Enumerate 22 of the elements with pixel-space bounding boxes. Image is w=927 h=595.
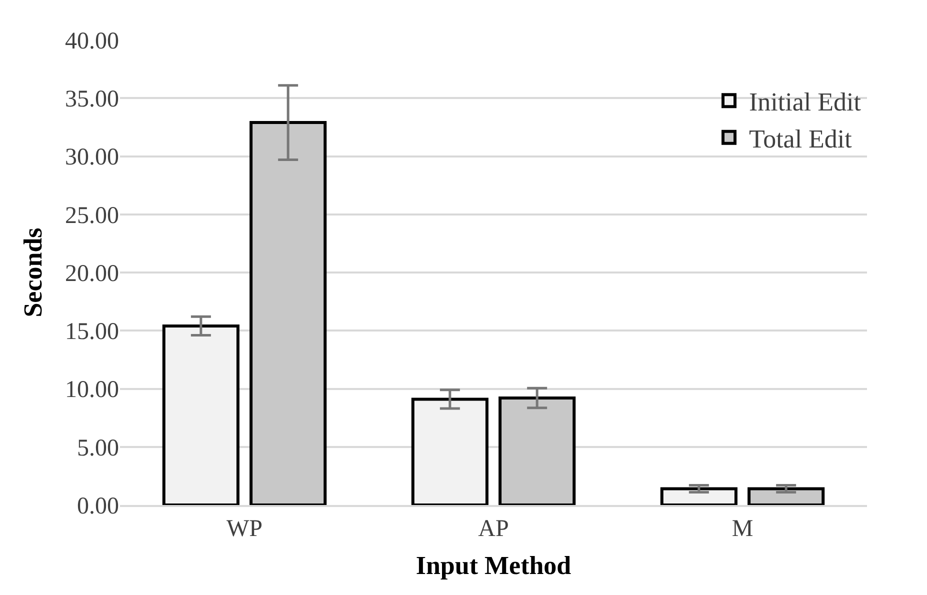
y-tick-label: 25.00 (65, 202, 119, 229)
bar (660, 487, 738, 505)
y-tick-label: 10.00 (65, 377, 119, 404)
y-tick-label: 20.00 (65, 260, 119, 287)
bar (748, 487, 825, 505)
legend-label: Initial Edit (749, 88, 862, 117)
bar (411, 398, 488, 505)
bar (498, 396, 576, 505)
x-axis-title: Input Method (416, 551, 572, 580)
y-tick-label: 0.00 (77, 493, 119, 520)
x-tick-label: WP (226, 516, 262, 542)
bar (250, 121, 327, 505)
x-tick-label: AP (478, 516, 509, 542)
y-tick-label: 30.00 (65, 144, 119, 171)
y-tick-label: 35.00 (65, 86, 119, 113)
y-tick-label: 15.00 (65, 319, 119, 346)
y-axis-title: Seconds (18, 228, 48, 318)
y-tick-label: 5.00 (77, 435, 119, 462)
x-tick-label: M (732, 516, 754, 542)
legend-label: Total Edit (749, 124, 853, 154)
bar (162, 324, 240, 505)
y-tick-label: 40.00 (65, 28, 119, 54)
